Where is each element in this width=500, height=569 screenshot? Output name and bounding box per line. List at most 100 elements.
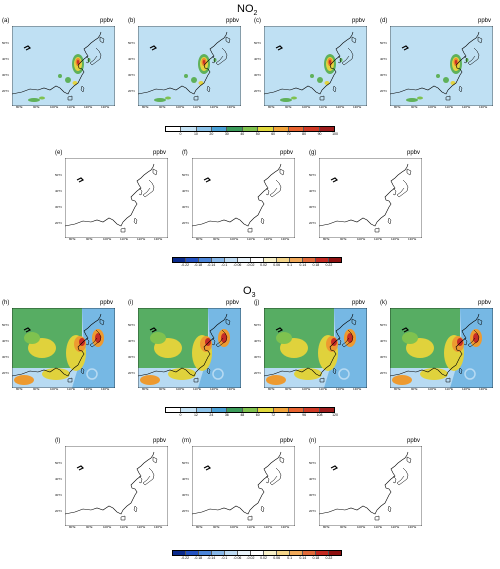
colorbar-tick-label: 0.14: [299, 263, 307, 267]
colorbar-box: [212, 408, 228, 412]
colorbar-tick-label: 0.18: [312, 556, 320, 560]
colorbar-tick-label: 12: [193, 413, 198, 417]
lon-label: 110°E: [445, 105, 453, 109]
colorbar-box: [316, 258, 329, 262]
colorbar-box: [225, 258, 238, 262]
lat-label: 30°N: [2, 73, 9, 77]
colorbar-tick-label: -0.14: [207, 263, 216, 267]
lon-label: 130°E: [101, 387, 110, 391]
lon-label: 130°E: [227, 387, 236, 391]
map-plot: [138, 308, 241, 388]
colorbar-tick-label: 0.14: [299, 556, 307, 560]
unit-label: ppbv: [225, 18, 239, 24]
colorbar-box: [242, 408, 259, 412]
no2-top-3-panel: (d) ppbv 50°N 40°N 30°N 20°N 80°E 90°E 100°E 11…: [380, 18, 495, 110]
lon-label: 90°E: [285, 105, 292, 109]
lon-label: 110°E: [193, 105, 201, 109]
colorbar-tick-label: 0.06: [273, 556, 281, 560]
no2-bottom-0-panel: (e) ppbv 50°N 40°N 30°N 20°N 80°E 90°E 100°E 11…: [55, 150, 170, 242]
unit-label: ppbv: [152, 150, 166, 156]
lat-label: 50°N: [309, 461, 316, 465]
lat-label: 20°N: [55, 221, 62, 225]
unit-label: ppbv: [477, 18, 491, 24]
o3-section-title: O3: [243, 285, 255, 299]
lon-label: 80°E: [268, 387, 275, 391]
lon-label: 80°E: [323, 525, 330, 529]
lon-label: 120°E: [336, 105, 345, 109]
lon-label: 90°E: [159, 105, 166, 109]
unit-label: ppbv: [279, 150, 293, 156]
colorbar-tick-label: 108: [316, 413, 323, 417]
lat-label: 40°N: [128, 57, 135, 61]
lat-label: 20°N: [2, 371, 9, 375]
map-plot: [192, 446, 295, 526]
lon-label: 90°E: [213, 525, 220, 529]
lon-label: 80°E: [394, 387, 401, 391]
colorbar-box: [225, 551, 238, 555]
lat-label: 40°N: [128, 339, 135, 343]
lon-label: 80°E: [196, 525, 203, 529]
colorbar-tick-label: 84: [286, 413, 291, 417]
panel-label: (n): [309, 438, 317, 444]
lon-label: 120°E: [391, 237, 400, 241]
colorbar-box: [303, 551, 316, 555]
lat-label: 20°N: [380, 371, 387, 375]
o3-bottom-colorbar: -0.22 -0.18 -0.14 -0.1 -0.06 -0.02 0.02 0.06 0.1…: [172, 550, 342, 560]
panel-label: (e): [55, 150, 63, 156]
no2-section-title: NO2: [237, 3, 257, 17]
lon-label: 120°E: [264, 237, 273, 241]
lat-label: 50°N: [128, 323, 135, 327]
colorbar-box: [212, 127, 228, 131]
colorbar-box: [258, 127, 274, 131]
lat-label: 30°N: [380, 73, 387, 77]
lon-label: 110°E: [247, 525, 255, 529]
map-plot: [12, 308, 115, 388]
map-plot: [65, 446, 168, 526]
lat-label: 50°N: [128, 41, 135, 45]
map-plot: [192, 158, 295, 238]
colorbar-box: [212, 258, 225, 262]
map-plot: [390, 26, 493, 106]
lat-label: 40°N: [182, 189, 189, 193]
colorbar-box: [316, 551, 329, 555]
lat-label: 30°N: [380, 355, 387, 359]
no2-top-0-panel: (a) ppbv 50°N 40°N 30°N 20°N 80°E 90°E 100°E 11…: [2, 18, 117, 110]
lat-label: 30°N: [182, 493, 189, 497]
lon-label: 80°E: [69, 525, 76, 529]
lon-label: 130°E: [479, 387, 488, 391]
colorbar-box: [319, 408, 334, 412]
lon-label: 100°E: [428, 387, 437, 391]
colorbar-box: [303, 258, 316, 262]
panel-label: (j): [254, 300, 260, 306]
lat-label: 20°N: [254, 371, 261, 375]
lat-label: 50°N: [55, 461, 62, 465]
colorbar-tick-label: -0.18: [194, 263, 203, 267]
colorbar-box: [181, 127, 197, 131]
lon-label: 130°E: [353, 105, 362, 109]
colorbar-box: [277, 258, 290, 262]
lat-label: 50°N: [182, 461, 189, 465]
lon-label: 130°E: [154, 525, 163, 529]
map-plot: [390, 308, 493, 388]
colorbar-tick-label: -0.06: [233, 263, 242, 267]
colorbar-tick-label: 0.02: [260, 556, 267, 560]
lon-label: 100°E: [302, 387, 311, 391]
lon-label: 120°E: [210, 387, 219, 391]
lat-label: 50°N: [182, 173, 189, 177]
lon-label: 80°E: [16, 387, 23, 391]
lon-label: 100°E: [428, 105, 437, 109]
unit-label: ppbv: [279, 438, 293, 444]
lat-label: 30°N: [182, 205, 189, 209]
colorbar-ticks: 0 12 24 36 48 60 72 84 96 108 120: [165, 413, 337, 417]
colorbar-tick-label: 0: [179, 132, 182, 136]
map-plot: [264, 308, 367, 388]
colorbar-tick-label: -0.02: [246, 556, 255, 560]
colorbar-box: [288, 127, 305, 131]
lon-label: 100°E: [176, 105, 185, 109]
no2-bottom-1-panel: (f) ppbv 50°N 40°N 30°N 20°N 80°E 90°E 100°E 11…: [182, 150, 297, 242]
colorbar-box: [304, 127, 320, 131]
lat-label: 30°N: [254, 73, 261, 77]
colorbar-box: [238, 258, 251, 262]
map-plot: [65, 158, 168, 238]
lon-label: 110°E: [374, 525, 382, 529]
